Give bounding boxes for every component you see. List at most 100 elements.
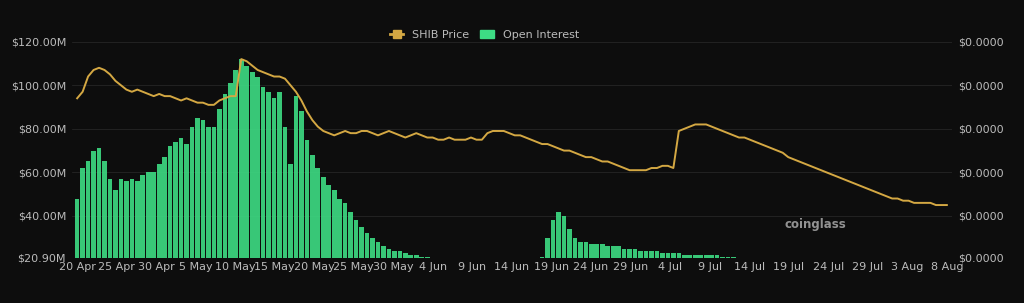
Bar — [365, 233, 370, 303]
Bar — [518, 268, 522, 303]
Bar — [239, 59, 244, 303]
Bar — [523, 268, 528, 303]
Bar — [605, 246, 610, 303]
Bar — [283, 127, 288, 303]
Bar — [748, 259, 753, 303]
Bar — [759, 262, 763, 303]
Bar — [436, 259, 440, 303]
Bar — [173, 142, 178, 303]
Bar — [819, 273, 823, 303]
Bar — [288, 164, 293, 303]
Bar — [310, 155, 314, 303]
Bar — [660, 253, 665, 303]
Bar — [321, 177, 326, 303]
Bar — [146, 172, 151, 303]
Bar — [299, 112, 304, 303]
Bar — [535, 268, 539, 303]
Bar — [775, 266, 779, 303]
Bar — [376, 242, 380, 303]
Bar — [80, 168, 85, 303]
Bar — [654, 251, 659, 303]
Bar — [862, 288, 867, 303]
Bar — [403, 253, 408, 303]
Bar — [430, 259, 435, 303]
Bar — [944, 295, 949, 303]
Bar — [528, 268, 534, 303]
Bar — [496, 266, 501, 303]
Bar — [584, 242, 588, 303]
Bar — [589, 244, 594, 303]
Bar — [469, 264, 473, 303]
Bar — [507, 266, 512, 303]
Bar — [217, 109, 221, 303]
Bar — [572, 238, 578, 303]
Bar — [119, 179, 123, 303]
Bar — [824, 275, 828, 303]
Bar — [392, 251, 396, 303]
Bar — [693, 255, 697, 303]
Bar — [294, 96, 298, 303]
Bar — [381, 246, 386, 303]
Bar — [671, 253, 676, 303]
Bar — [803, 270, 807, 303]
Bar — [698, 255, 703, 303]
Bar — [551, 220, 555, 303]
Bar — [720, 257, 725, 303]
Bar — [327, 185, 331, 303]
Bar — [490, 264, 496, 303]
Bar — [278, 92, 282, 303]
Bar — [179, 138, 183, 303]
Bar — [628, 249, 632, 303]
Bar — [353, 220, 358, 303]
Bar — [764, 264, 769, 303]
Bar — [86, 161, 90, 303]
Bar — [731, 257, 736, 303]
Bar — [152, 172, 156, 303]
Bar — [228, 83, 232, 303]
Bar — [885, 292, 889, 303]
Bar — [157, 164, 162, 303]
Bar — [206, 127, 211, 303]
Bar — [75, 198, 80, 303]
Bar — [255, 77, 260, 303]
Bar — [261, 87, 265, 303]
Bar — [129, 179, 134, 303]
Bar — [458, 262, 463, 303]
Bar — [852, 286, 856, 303]
Bar — [829, 277, 835, 303]
Bar — [201, 120, 205, 303]
Bar — [918, 295, 922, 303]
Bar — [769, 264, 774, 303]
Bar — [102, 161, 106, 303]
Bar — [911, 295, 916, 303]
Bar — [397, 251, 402, 303]
Bar — [343, 203, 347, 303]
Bar — [414, 255, 419, 303]
Bar — [545, 238, 550, 303]
Bar — [578, 242, 583, 303]
Bar — [785, 268, 791, 303]
Bar — [96, 148, 101, 303]
Bar — [868, 288, 872, 303]
Bar — [337, 198, 342, 303]
Bar — [813, 273, 818, 303]
Bar — [409, 255, 413, 303]
Bar — [846, 284, 851, 303]
Bar — [561, 216, 566, 303]
Bar — [304, 140, 309, 303]
Bar — [726, 257, 730, 303]
Bar — [420, 257, 424, 303]
Bar — [315, 168, 321, 303]
Bar — [502, 266, 506, 303]
Bar — [556, 211, 561, 303]
Bar — [271, 98, 276, 303]
Bar — [474, 264, 479, 303]
Bar — [163, 157, 167, 303]
Bar — [808, 270, 812, 303]
Bar — [934, 295, 938, 303]
Bar — [611, 246, 615, 303]
Bar — [715, 255, 720, 303]
Bar — [567, 229, 571, 303]
Bar — [890, 292, 895, 303]
Bar — [682, 255, 687, 303]
